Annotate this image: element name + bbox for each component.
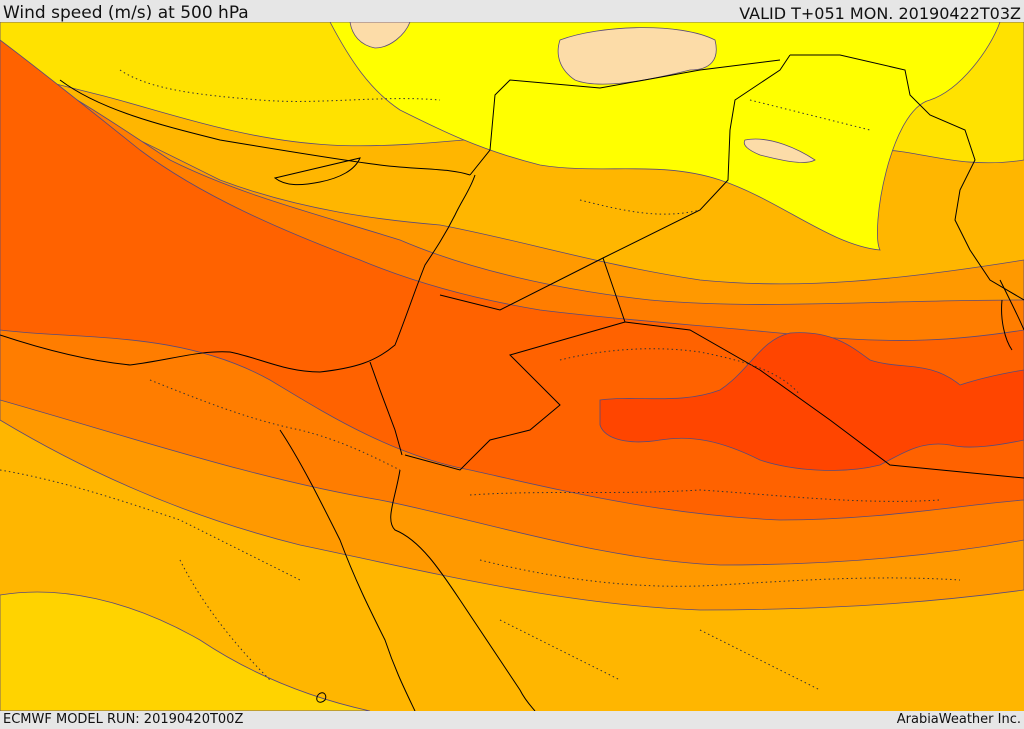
- coastline-turkey: [59, 79, 471, 176]
- valid-time-label: VALID T+051 MON. 20190422T03Z: [739, 4, 1021, 23]
- band-pale-patch-2: [349, 22, 411, 49]
- band-pale-patch-3: [743, 138, 816, 163]
- border-syria-iraq: [439, 54, 791, 311]
- border-iraq-saudi: [624, 321, 1024, 479]
- band-red-core: [599, 332, 1024, 471]
- footer-bar: ECMWF MODEL RUN: 20190420T00Z ArabiaWeat…: [0, 711, 1024, 729]
- band-pale-patch-1: [557, 27, 717, 85]
- coastline-red-sea-east: [390, 469, 536, 711]
- coastline-mediterranean: [0, 174, 476, 373]
- wind-speed-map: [0, 22, 1024, 711]
- map-title: Wind speed (m/s) at 500 hPa: [3, 3, 249, 23]
- band-yellow-north: [329, 22, 1001, 251]
- border-jordan: [404, 257, 626, 471]
- band-gold-south: [0, 591, 371, 711]
- model-run-label: ECMWF MODEL RUN: 20190420T00Z: [3, 712, 244, 727]
- admin-boundaries: [0, 69, 961, 691]
- map-canvas: [0, 22, 1024, 711]
- border-egypt-israel: [369, 361, 403, 456]
- lake-nasser: [316, 692, 327, 703]
- credit-label: ArabiaWeather Inc.: [896, 712, 1021, 727]
- header-bar: Wind speed (m/s) at 500 hPa VALID T+051 …: [0, 0, 1024, 23]
- island-cyprus: [273, 157, 361, 186]
- border-iran: [790, 54, 1024, 301]
- border-turkey-syria: [469, 59, 781, 176]
- coastline-gulf: [999, 279, 1024, 351]
- coastline-red-sea-west: [279, 429, 416, 711]
